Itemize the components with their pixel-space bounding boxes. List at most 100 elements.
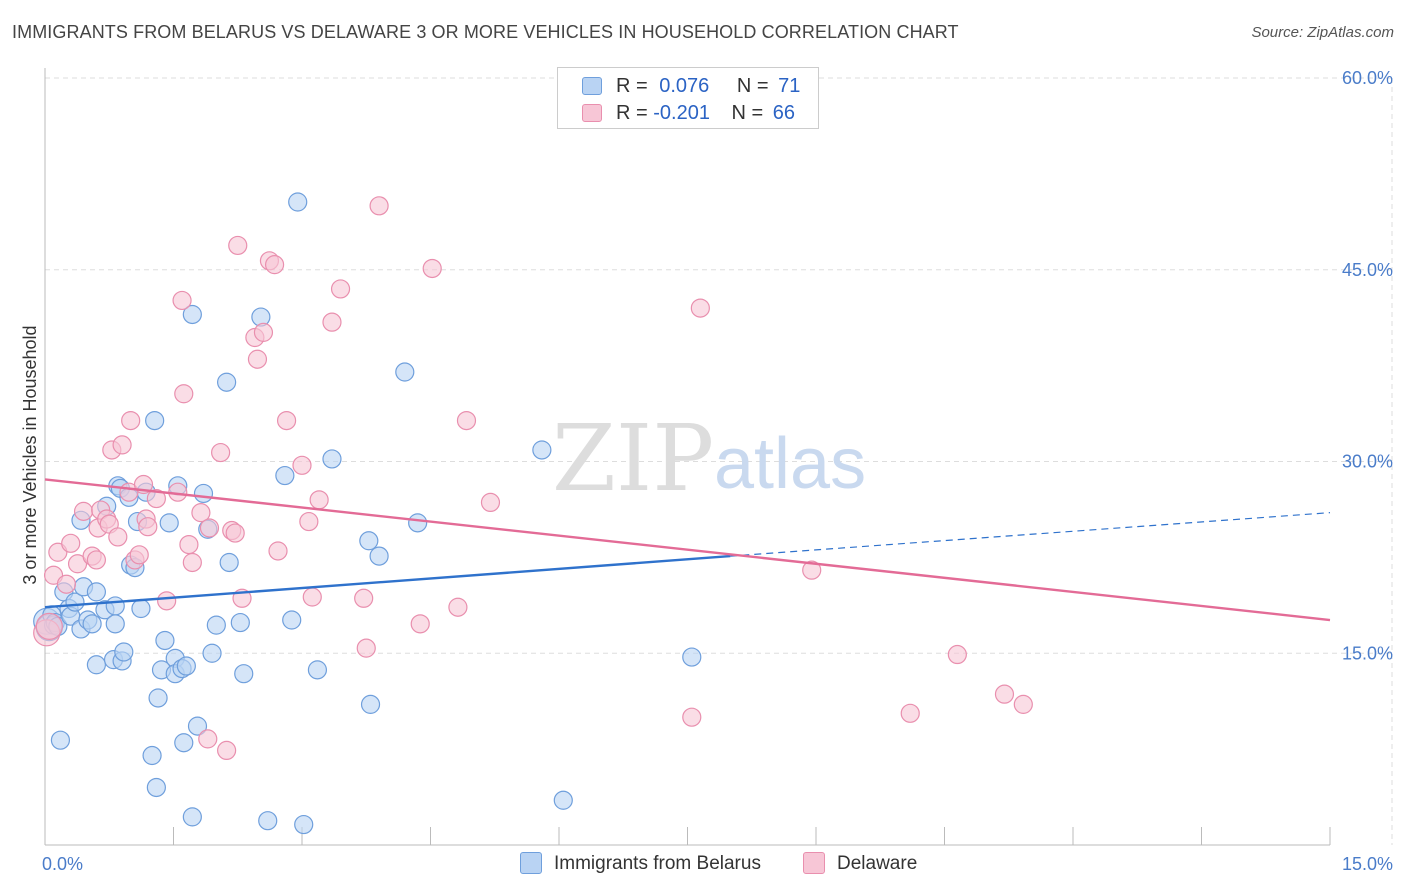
point-delaware: [900, 703, 920, 723]
point-delaware: [228, 235, 248, 256]
point-delaware: [322, 312, 342, 332]
x-tick-label: 15.0%: [1342, 854, 1393, 874]
point-delaware: [330, 279, 351, 299]
point-delaware: [217, 740, 237, 761]
point-delaware: [157, 591, 177, 611]
point-belarus: [369, 546, 389, 566]
point-delaware: [199, 518, 220, 538]
point-delaware: [56, 574, 77, 594]
bottom-legend-label: Delaware: [837, 853, 918, 874]
watermark-atlas: atlas: [714, 424, 866, 504]
point-delaware: [1013, 694, 1033, 714]
point-belarus: [307, 660, 328, 680]
point-belarus: [230, 612, 250, 633]
bottom-legend-swatch-pink: [803, 852, 825, 874]
point-delaware: [225, 523, 245, 543]
point-delaware: [198, 729, 218, 749]
point-delaware: [129, 545, 149, 565]
point-delaware: [448, 597, 468, 617]
point-delaware: [174, 384, 194, 404]
point-delaware: [369, 196, 389, 216]
point-belarus: [105, 596, 125, 616]
watermark: ZIP atlas: [552, 405, 866, 512]
point-belarus: [131, 598, 151, 619]
point-delaware: [172, 290, 192, 311]
point-delaware: [292, 455, 312, 475]
point-belarus: [322, 449, 342, 469]
point-belarus: [294, 814, 314, 835]
point-delaware: [179, 534, 199, 555]
trend-line-belarus-extension: [730, 512, 1331, 557]
point-delaware: [108, 527, 128, 547]
point-belarus: [65, 592, 85, 612]
point-belarus: [114, 642, 134, 662]
point-belarus: [82, 614, 102, 634]
point-belarus: [360, 694, 381, 714]
y-tick-label: 60.0%: [1342, 68, 1393, 88]
legend-n-label: N =: [731, 102, 769, 124]
point-delaware: [182, 552, 202, 573]
point-belarus: [148, 688, 168, 708]
point-belarus: [202, 643, 222, 663]
point-belarus: [206, 615, 226, 635]
point-delaware: [299, 511, 319, 532]
point-belarus: [282, 610, 302, 630]
point-belarus: [176, 656, 196, 676]
point-belarus: [359, 531, 379, 551]
point-belarus: [219, 552, 239, 573]
point-delaware: [354, 588, 374, 608]
point-belarus: [105, 614, 125, 634]
grid-lines: [45, 77, 1393, 845]
trend-lines: [44, 478, 1331, 622]
point-delaware: [690, 298, 710, 318]
legend-r-label: R =: [616, 75, 654, 97]
tick-labels: 15.0% 30.0% 45.0% 60.0% 0.0% 15.0%: [42, 68, 1393, 874]
y-tick-label: 45.0%: [1342, 260, 1393, 280]
point-belarus: [182, 807, 202, 827]
data-points: [33, 192, 1033, 835]
point-delaware: [211, 442, 231, 463]
point-belarus: [532, 440, 552, 460]
point-delaware: [253, 322, 274, 342]
point-delaware: [61, 533, 81, 553]
point-delaware: [302, 587, 322, 607]
point-delaware: [73, 501, 94, 521]
point-delaware: [191, 503, 211, 523]
bottom-legend-swatch-blue: [520, 852, 542, 874]
point-belarus: [159, 513, 179, 533]
point-delaware: [138, 517, 158, 537]
point-delaware: [268, 541, 288, 561]
axes: [44, 68, 1331, 846]
chart-source: Source: ZipAtlas.com: [1251, 24, 1394, 41]
point-belarus: [217, 372, 237, 392]
point-delaware: [947, 644, 967, 665]
point-delaware: [356, 638, 376, 658]
trend-line-belarus: [44, 554, 731, 609]
point-delaware: [994, 684, 1015, 704]
point-belarus: [408, 513, 428, 533]
point-belarus: [182, 304, 202, 325]
watermark-zip: ZIP: [552, 405, 714, 512]
bottom-legend-label: Immigrants from Belarus: [554, 853, 761, 874]
point-delaware: [112, 435, 132, 455]
point-delaware: [121, 410, 141, 431]
point-delaware: [309, 490, 329, 510]
point-delaware: [35, 612, 63, 641]
point-delaware: [682, 707, 702, 727]
point-belarus: [682, 647, 702, 667]
point-belarus: [146, 777, 166, 798]
point-belarus: [50, 730, 71, 750]
point-delaware: [264, 255, 285, 275]
legend-n-value: 66: [772, 102, 796, 124]
point-belarus: [258, 811, 278, 831]
x-tick-label: 0.0%: [42, 854, 83, 874]
legend-r-value: -0.201: [653, 102, 710, 124]
y-tick-label: 15.0%: [1342, 643, 1393, 663]
point-belarus: [187, 716, 208, 736]
y-tick-label: 30.0%: [1342, 452, 1393, 472]
point-belarus: [142, 745, 162, 766]
point-delaware: [456, 410, 477, 431]
legend-n-label: N =: [736, 75, 775, 97]
point-belarus: [174, 733, 194, 753]
